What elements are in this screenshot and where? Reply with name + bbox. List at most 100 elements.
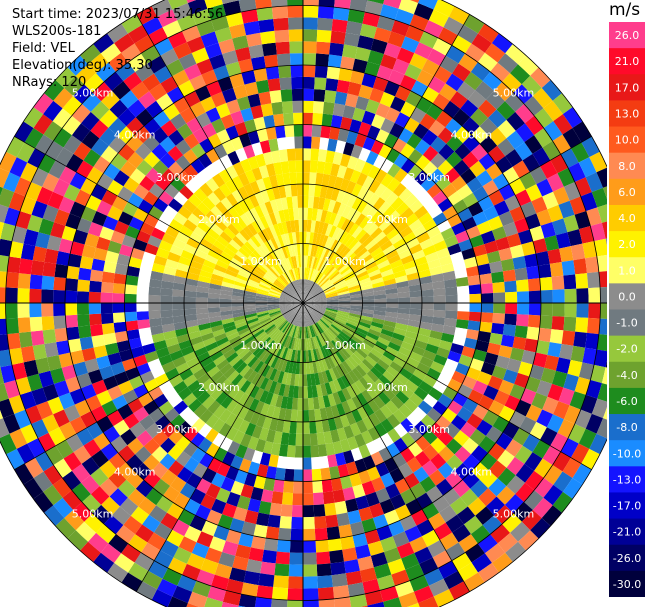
velocity-bin [362, 373, 375, 387]
velocity-bin [342, 326, 355, 336]
velocity-bin [419, 275, 433, 285]
velocity-bin [175, 269, 189, 279]
velocity-bin [264, 273, 276, 282]
velocity-bin [380, 240, 393, 252]
velocity-bin [276, 53, 291, 67]
velocity-bin [279, 275, 288, 286]
velocity-bin [303, 293, 311, 303]
velocity-bin [101, 90, 120, 110]
velocity-bin [386, 228, 400, 240]
velocity-bin [310, 283, 318, 294]
velocity-bin [81, 456, 100, 476]
velocity-bin [414, 205, 429, 220]
velocity-bin [367, 399, 380, 413]
velocity-bin [244, 422, 257, 437]
velocity-bin [259, 452, 271, 466]
velocity-bin [352, 264, 365, 274]
colorbar-label: -30.0 [613, 578, 641, 591]
velocity-bin [412, 185, 427, 200]
colorbar-swatch [609, 492, 645, 520]
velocity-bin [352, 226, 363, 239]
velocity-bin [245, 258, 257, 268]
azimuth-spoke [302, 302, 592, 470]
range-ring-label: 3.00km [156, 423, 198, 436]
velocity-bin [314, 303, 327, 306]
velocity-bin [221, 601, 239, 607]
velocity-bin [516, 291, 530, 303]
velocity-bin [552, 451, 571, 472]
velocity-bin [491, 226, 507, 241]
velocity-bin [349, 594, 368, 607]
velocity-bin [383, 597, 402, 607]
velocity-bin [510, 64, 531, 85]
velocity-bin [133, 406, 149, 422]
velocity-bin [489, 260, 503, 274]
velocity-bin [315, 348, 322, 361]
velocity-bin [380, 536, 397, 552]
velocity-bin [414, 139, 431, 155]
range-ring-label: 1.00km [324, 339, 366, 352]
velocity-bin [486, 90, 505, 110]
velocity-bin [367, 193, 380, 207]
velocity-bin [467, 275, 481, 286]
velocity-bin [441, 183, 457, 199]
velocity-bin [74, 399, 91, 417]
velocity-bin [364, 529, 381, 545]
velocity-bin [299, 314, 302, 327]
velocity-bin [141, 542, 161, 561]
velocity-bin [497, 53, 518, 74]
velocity-bin [347, 255, 359, 266]
velocity-bin [400, 418, 415, 433]
velocity-bin [349, 169, 362, 184]
velocity-bin [329, 466, 341, 480]
velocity-bin [521, 241, 536, 256]
velocity-bin [288, 17, 303, 30]
velocity-bin [446, 438, 463, 455]
velocity-bin [209, 320, 223, 328]
velocity-bin [337, 308, 350, 313]
velocity-bin [275, 318, 286, 327]
velocity-bin [260, 189, 270, 203]
velocity-bin [300, 314, 303, 327]
velocity-bin [288, 564, 303, 577]
velocity-bin [476, 419, 493, 436]
velocity-bin [421, 309, 434, 317]
velocity-bin [219, 362, 233, 375]
velocity-bin [506, 475, 525, 495]
velocity-bin [312, 112, 323, 126]
velocity-bin [491, 271, 505, 284]
velocity-bin [323, 285, 335, 293]
velocity-bin [354, 213, 366, 226]
velocity-bin [36, 186, 53, 205]
velocity-bin [278, 407, 287, 421]
velocity-bin [432, 280, 445, 290]
velocity-bin [163, 266, 177, 276]
velocity-bin [309, 325, 314, 338]
velocity-bin [138, 392, 154, 407]
velocity-bin [45, 141, 64, 161]
velocity-bin [126, 265, 140, 277]
velocity-bin [338, 304, 351, 308]
velocity-bin [254, 205, 265, 219]
velocity-bin [326, 299, 339, 302]
velocity-bin [318, 234, 326, 247]
velocity-bin [284, 348, 291, 361]
velocity-bin [188, 330, 202, 340]
velocity-bin [241, 332, 254, 342]
range-ring-label: 5.00km [72, 507, 114, 520]
velocity-bin [267, 326, 278, 337]
velocity-bin [96, 390, 113, 406]
velocity-bin [186, 0, 197, 3]
velocity-bin [270, 312, 282, 320]
velocity-bin [234, 469, 248, 485]
velocity-bin [199, 238, 214, 250]
velocity-bin [540, 160, 558, 179]
velocity-bin [76, 217, 92, 234]
velocity-bin [71, 463, 91, 483]
velocity-bin [272, 314, 283, 323]
velocity-bin [311, 310, 322, 319]
velocity-bin [161, 168, 177, 184]
velocity-bin [154, 219, 169, 233]
velocity-bin [292, 325, 297, 338]
velocity-bin [236, 274, 249, 282]
